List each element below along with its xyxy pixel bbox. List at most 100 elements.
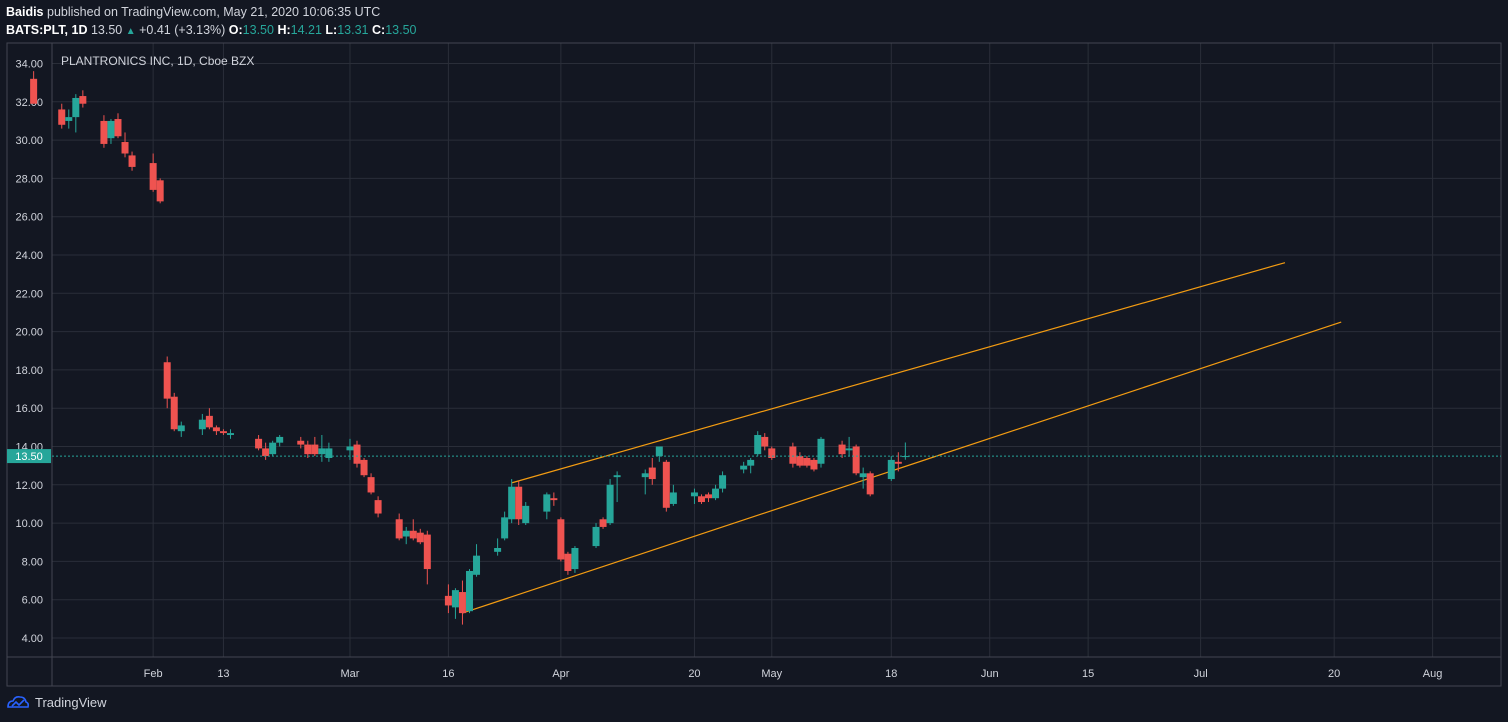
candle [810, 457, 818, 472]
y-tick-label: 32.00 [15, 97, 43, 109]
y-tick-label: 26.00 [15, 212, 43, 224]
candle [353, 440, 361, 468]
x-tick-label: Mar [341, 668, 360, 680]
candle-body [458, 592, 466, 614]
candle-body [276, 436, 284, 443]
candle-body [30, 78, 38, 104]
candle-body [346, 446, 354, 451]
candle-body [177, 425, 185, 432]
y-tick-label: 6.00 [22, 595, 43, 607]
candle [423, 530, 431, 585]
candle-body [866, 473, 874, 495]
candle-body [761, 436, 769, 447]
candle-body [269, 442, 277, 455]
candle-body [768, 448, 776, 458]
candle-body [219, 431, 227, 434]
candle [754, 431, 762, 457]
candle-body [423, 534, 431, 570]
candle-body [838, 444, 846, 455]
candle [641, 469, 649, 495]
candle [803, 456, 811, 468]
candle-body [747, 459, 755, 466]
candle [543, 492, 551, 520]
candle [712, 484, 720, 501]
y-tick-label: 4.00 [22, 633, 43, 645]
author-name[interactable]: Baidis [6, 5, 44, 19]
candle [494, 538, 502, 556]
low-label: L: [325, 23, 338, 37]
x-tick-label: 18 [885, 668, 897, 680]
candle-body [128, 155, 136, 167]
candle [128, 151, 136, 171]
y-tick-label: 28.00 [15, 173, 43, 185]
candle [360, 457, 368, 478]
y-tick-label: 24.00 [15, 250, 43, 262]
candle [768, 446, 776, 460]
candle [606, 479, 614, 526]
candle-body [817, 438, 825, 464]
candle [796, 452, 804, 468]
close-value: 13.50 [385, 23, 417, 37]
candle-body [571, 547, 579, 570]
candle-body [789, 446, 797, 464]
candle [789, 442, 797, 468]
candle [473, 544, 481, 577]
candle [669, 484, 677, 506]
candle-body [156, 180, 164, 202]
y-tick-label: 18.00 [15, 365, 43, 377]
y-axis-labels: 4.006.008.0010.0012.0014.0016.0018.0020.… [15, 59, 43, 646]
candle [297, 436, 305, 449]
open-value: 13.50 [242, 23, 274, 37]
candle-body [740, 465, 748, 470]
candle [416, 528, 424, 545]
candle-body [367, 477, 375, 493]
publish-info: Baidis published on TradingView.com, May… [6, 5, 380, 19]
candle-body [297, 440, 305, 445]
candle [522, 502, 530, 526]
candle-body [473, 555, 481, 575]
plot-border [6, 42, 1502, 687]
candle [719, 471, 727, 493]
candle [58, 103, 66, 129]
candle [100, 115, 108, 148]
candle [444, 584, 452, 614]
candle [662, 459, 670, 512]
candle-body [451, 590, 459, 608]
candle [557, 517, 565, 562]
candle [255, 435, 263, 451]
candle-body [325, 448, 333, 458]
candle-body [796, 456, 804, 466]
candle-body [395, 519, 403, 539]
candle [226, 429, 234, 439]
channel-lines[interactable] [462, 262, 1342, 614]
candle [817, 436, 825, 468]
candle-body [557, 519, 565, 560]
low-value: 13.31 [337, 23, 369, 37]
x-tick-label: May [761, 668, 782, 680]
candle-body [444, 595, 452, 606]
candle [901, 442, 909, 460]
candle [325, 442, 333, 462]
candle [212, 425, 220, 436]
candle [121, 132, 129, 158]
candle-body [58, 109, 66, 125]
candle [177, 421, 185, 437]
candle-body [465, 570, 473, 612]
candle [198, 413, 206, 436]
candle [149, 153, 157, 192]
candle [887, 456, 895, 481]
candle-body [648, 467, 656, 480]
svg-text:13.50: 13.50 [15, 451, 43, 463]
candle-body [690, 492, 698, 497]
candle-body [149, 163, 157, 190]
tradingview-footer[interactable]: TradingView [6, 694, 107, 710]
y-tick-label: 16.00 [15, 403, 43, 415]
symbol-label[interactable]: BATS:PLT, 1D [6, 23, 88, 37]
candle [72, 94, 80, 133]
candle-body [311, 444, 319, 455]
candle-body [705, 494, 713, 499]
candle-body [318, 448, 326, 455]
candle [163, 356, 171, 409]
candle [346, 438, 354, 460]
